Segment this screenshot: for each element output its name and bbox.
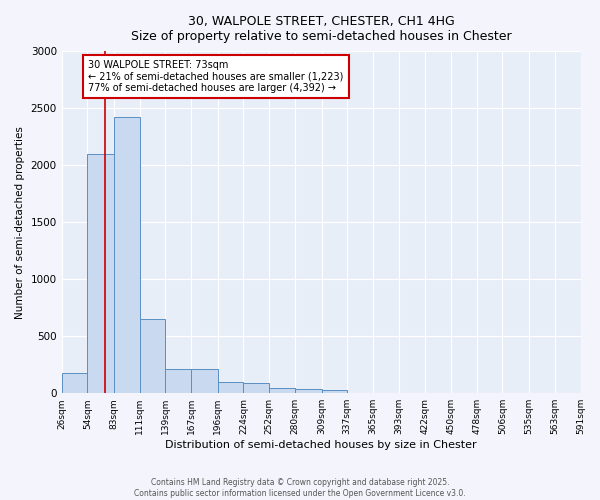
Bar [322,390,347,393]
Bar [62,374,88,393]
Bar [191,368,218,393]
Text: Contains HM Land Registry data © Crown copyright and database right 2025.
Contai: Contains HM Land Registry data © Crown c… [134,478,466,498]
Bar [114,117,140,393]
Bar [269,388,295,393]
Y-axis label: Number of semi-detached properties: Number of semi-detached properties [15,126,25,318]
Text: 30 WALPOLE STREET: 73sqm
← 21% of semi-detached houses are smaller (1,223)
77% o: 30 WALPOLE STREET: 73sqm ← 21% of semi-d… [88,60,344,94]
Bar [140,319,166,393]
Bar [295,388,322,393]
Bar [166,368,191,393]
Title: 30, WALPOLE STREET, CHESTER, CH1 4HG
Size of property relative to semi-detached : 30, WALPOLE STREET, CHESTER, CH1 4HG Siz… [131,15,511,43]
Bar [244,383,269,393]
X-axis label: Distribution of semi-detached houses by size in Chester: Distribution of semi-detached houses by … [165,440,477,450]
Bar [88,154,114,393]
Bar [218,382,244,393]
